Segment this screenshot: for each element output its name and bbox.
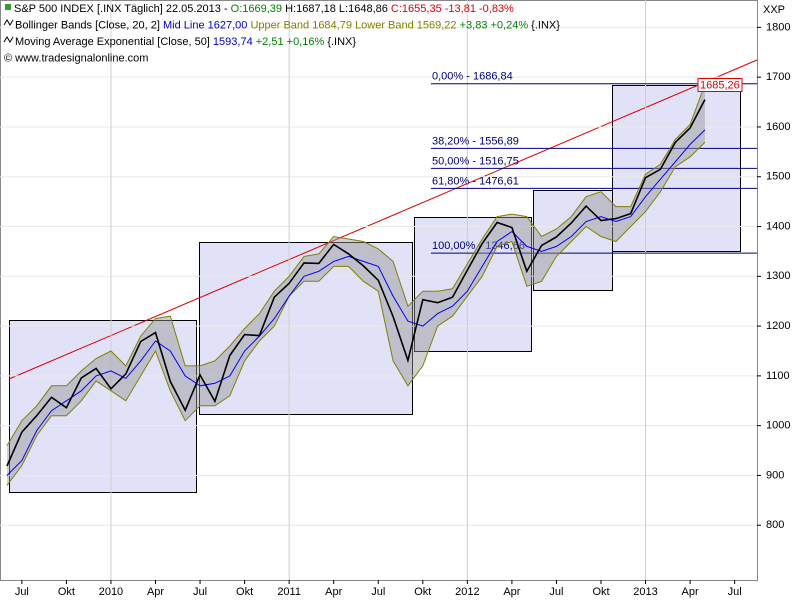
indicator-icon bbox=[3, 36, 14, 43]
header-segment: S&P 500 INDEX [.INX Täglich] 22.05.2013 … bbox=[14, 3, 231, 15]
header-segment: +2,51 +0,16% bbox=[256, 36, 328, 48]
x-tick-label: Jul bbox=[549, 586, 563, 598]
y-tick-label: 1500 bbox=[766, 171, 790, 183]
header-segment: +3,83 +0,24% bbox=[460, 19, 532, 31]
series-line bbox=[6, 84, 706, 446]
y-tick-label: 900 bbox=[766, 469, 784, 481]
x-tick-label: Apr bbox=[503, 586, 520, 598]
series-line bbox=[6, 99, 706, 467]
range-boxes bbox=[9, 85, 741, 493]
header-segment: Upper Band 1684,79 Lower Band 1569,22 bbox=[250, 19, 459, 31]
x-tick-label: 2013 bbox=[633, 586, 657, 598]
header-segment: {.INX} bbox=[327, 36, 356, 48]
x-tick-label: Okt bbox=[58, 586, 75, 598]
x-tick-label: Jul bbox=[728, 586, 742, 598]
x-tick-label: 2011 bbox=[277, 586, 301, 598]
header-segment: © www.tradesignalonline.com bbox=[4, 52, 148, 64]
x-tick-label: 2012 bbox=[455, 586, 479, 598]
y-tick-label: 1200 bbox=[766, 320, 790, 332]
range-box bbox=[9, 320, 197, 493]
header-segment: H:1687,18 L:1648,86 bbox=[282, 3, 391, 15]
fib-label: 61,80% - 1476,61 bbox=[432, 175, 519, 187]
range-box bbox=[414, 217, 532, 352]
x-tick-label: Apr bbox=[147, 586, 164, 598]
header-line: Bollinger Bands [Close, 20, 2] Mid Line … bbox=[15, 19, 560, 31]
x-tick-label: Okt bbox=[592, 586, 609, 598]
x-tick-label: Jul bbox=[193, 586, 207, 598]
y-tick-label: 1100 bbox=[766, 370, 790, 382]
header-line: Moving Average Exponential [Close, 50] 1… bbox=[15, 36, 356, 48]
y-tick-label: 1600 bbox=[766, 121, 790, 133]
x-tick-label: Okt bbox=[236, 586, 253, 598]
header-segment: Bollinger Bands [Close, 20, 2] bbox=[15, 19, 163, 31]
fib-label: 0,00% - 1686,84 bbox=[432, 71, 513, 83]
header-segment: C:1655,35 -13,81 -0,83% bbox=[391, 3, 514, 15]
band-fill bbox=[7, 84, 705, 486]
header-segment: {.INX} bbox=[531, 19, 560, 31]
series-line bbox=[6, 142, 706, 486]
range-box bbox=[199, 242, 413, 415]
header-segment: O:1669,39 bbox=[231, 3, 282, 15]
legend-icons bbox=[3, 4, 14, 43]
header-segment: Moving Average Exponential [Close, 50] bbox=[15, 36, 213, 48]
fib-label: 50,00% - 1516,75 bbox=[432, 155, 519, 167]
x-tick-label: Jul bbox=[15, 586, 29, 598]
last-price-label: 1685,26 bbox=[700, 79, 740, 91]
y-tick-label: 1300 bbox=[766, 270, 790, 282]
axis-title: XXP bbox=[763, 4, 785, 16]
indicator-icon bbox=[3, 19, 14, 26]
plot-area bbox=[0, 0, 758, 581]
x-tick-label: 2010 bbox=[99, 586, 123, 598]
y-tick-label: 1800 bbox=[766, 21, 790, 33]
x-tick-label: Apr bbox=[682, 586, 699, 598]
header-segment: Mid Line 1627,00 bbox=[163, 19, 250, 31]
series-icon bbox=[5, 4, 11, 10]
y-tick-label: 1400 bbox=[766, 220, 790, 232]
x-tick-label: Jul bbox=[371, 586, 385, 598]
fib-label: 38,20% - 1556,89 bbox=[432, 135, 519, 147]
range-box bbox=[533, 190, 613, 291]
y-tick-label: 1000 bbox=[766, 420, 790, 432]
header-line: S&P 500 INDEX [.INX Täglich] 22.05.2013 … bbox=[14, 3, 514, 15]
x-tick-label: Okt bbox=[414, 586, 431, 598]
y-tick-label: 1700 bbox=[766, 71, 790, 83]
header-line: © www.tradesignalonline.com bbox=[4, 52, 148, 64]
header-segment: 1593,74 bbox=[213, 36, 256, 48]
last-price-box bbox=[697, 78, 743, 93]
x-tick-label: Apr bbox=[325, 586, 342, 598]
y-tick-label: 800 bbox=[766, 519, 784, 531]
